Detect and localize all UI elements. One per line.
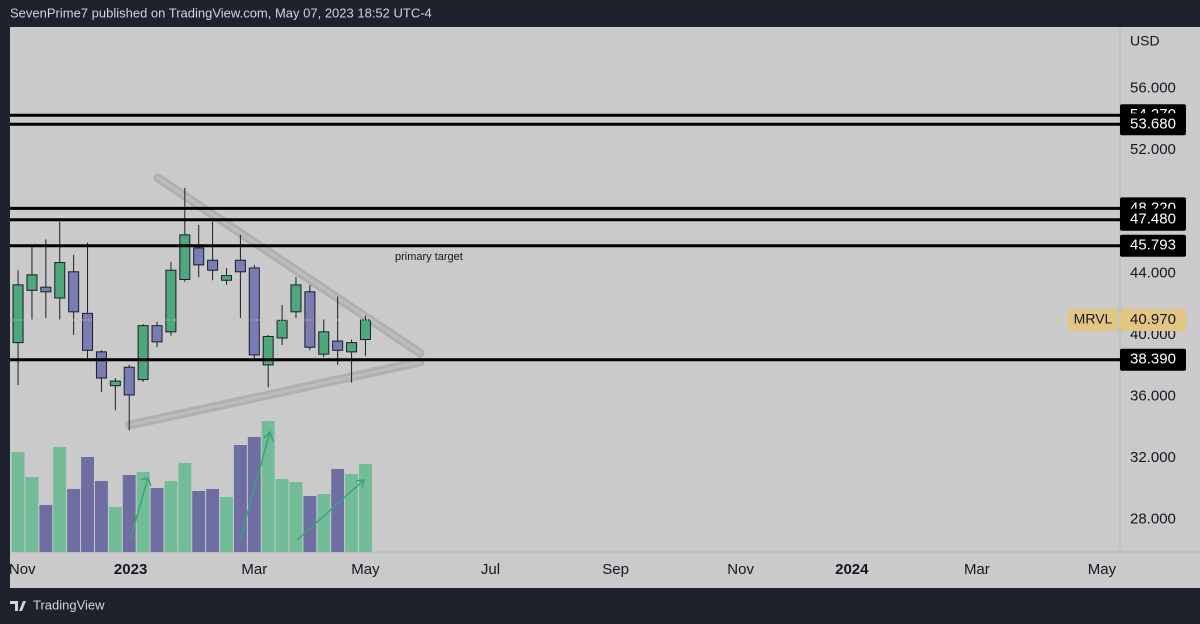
volume-bar [289, 482, 303, 552]
candle-body [332, 340, 344, 351]
candle-body [165, 269, 177, 333]
volume-bar [317, 494, 331, 552]
level-tag [1120, 113, 1186, 136]
x-tick-label: Nov [727, 561, 754, 578]
level-label: 38.390 [1130, 351, 1176, 368]
x-tick-label: Mar [241, 561, 267, 578]
volume-bar [261, 421, 275, 552]
candle-body [318, 331, 330, 355]
arrow [129, 477, 152, 541]
volume-bar [108, 507, 122, 552]
volume-bar [178, 463, 192, 552]
symbol-label: MRVL [1074, 311, 1113, 327]
candle-body [220, 275, 232, 281]
last-price-tag [1120, 308, 1186, 331]
candle-body [290, 284, 302, 313]
volume-bar [359, 464, 372, 552]
candle-body [193, 247, 205, 266]
volume-bar [206, 489, 220, 552]
volume-pane [11, 421, 372, 552]
candle-body [262, 335, 274, 366]
arrow [296, 479, 365, 541]
volume-bar [39, 505, 53, 552]
volume-bar [345, 474, 359, 552]
y-tick-label: 32.000 [1130, 449, 1176, 466]
candle-body [179, 234, 191, 280]
volume-bar [220, 497, 233, 552]
arrows [129, 430, 365, 541]
volume-bar [164, 481, 178, 552]
candle-body [151, 325, 163, 343]
symbol-tag [1068, 308, 1118, 331]
y-tick-label: 56.000 [1130, 80, 1176, 97]
volume-bar [94, 481, 108, 552]
price-pane: 28.00032.00036.00040.00044.00052.00056.0… [9, 80, 1186, 578]
level-tag [1120, 234, 1186, 257]
candle-body [54, 262, 66, 299]
candle-body [207, 259, 219, 271]
y-tick-label: 36.000 [1130, 387, 1176, 404]
candle-body [346, 342, 358, 353]
candle-body [109, 380, 121, 387]
y-tick-label: 44.000 [1130, 264, 1176, 281]
candle-body [26, 274, 38, 291]
x-tick-label: May [351, 561, 380, 578]
y-tick-label: 52.000 [1130, 141, 1176, 158]
x-tick-label: May [1088, 561, 1117, 578]
arrow [239, 430, 274, 541]
volume-bar [53, 447, 67, 552]
y-tick-label: 28.000 [1130, 511, 1176, 528]
level-label: 45.793 [1130, 237, 1176, 254]
volume-bar [192, 491, 206, 552]
candle-body [234, 259, 246, 273]
last-price-label: 40.970 [1130, 311, 1176, 328]
volume-bar [11, 452, 25, 552]
volume-bar [25, 477, 39, 552]
candle-body [359, 319, 371, 341]
level-label: 53.680 [1130, 115, 1176, 132]
header: SevenPrime7 published on TradingView.com… [10, 5, 432, 20]
level-tag [1120, 208, 1186, 231]
candle-body [82, 312, 94, 351]
brand-logo [10, 601, 26, 611]
volume-bar [81, 457, 94, 552]
volume-bar [247, 437, 261, 552]
level-label: 47.480 [1130, 211, 1176, 228]
candle-body [137, 325, 149, 381]
candle-body [123, 366, 135, 396]
candle-body [276, 319, 288, 339]
annotation: primary target [395, 251, 463, 263]
volume-bar [67, 489, 81, 552]
x-tick-label: 2024 [835, 561, 869, 578]
level-tag [1120, 348, 1186, 371]
x-tick-label: Jul [481, 561, 500, 578]
volume-bar [122, 475, 136, 552]
volume-bar [331, 469, 345, 552]
currency: USD [1130, 33, 1160, 49]
x-tick-label: Mar [964, 561, 990, 578]
candle-body [95, 351, 107, 379]
candle-body [40, 286, 52, 293]
x-tick-label: Sep [602, 561, 629, 578]
brand: TradingView [10, 597, 105, 612]
volume-bar [275, 479, 289, 552]
volume-bar [150, 488, 164, 552]
lower-trend-line [128, 360, 422, 427]
x-tick-label: 2023 [114, 561, 147, 578]
x-tick-label: Nov [9, 561, 36, 578]
candle-body [12, 284, 24, 344]
candle-body [68, 271, 80, 313]
brand-name: TradingView [33, 597, 105, 612]
volume-bar [136, 472, 150, 552]
volume-bar [303, 496, 317, 552]
candle-body [248, 267, 260, 356]
